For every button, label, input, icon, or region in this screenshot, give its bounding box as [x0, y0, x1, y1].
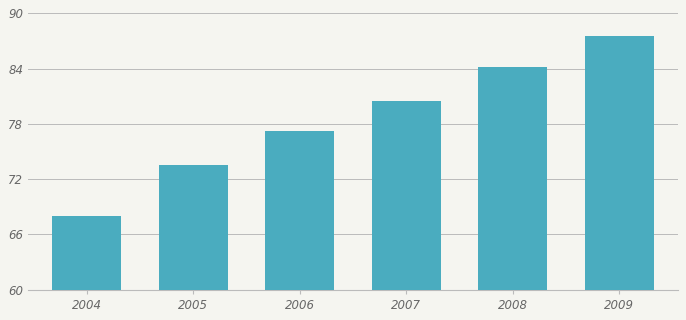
Bar: [372, 101, 441, 290]
Bar: [52, 216, 121, 290]
Bar: [584, 36, 654, 290]
Bar: [158, 165, 228, 290]
Bar: [265, 131, 334, 290]
Bar: [478, 67, 547, 290]
